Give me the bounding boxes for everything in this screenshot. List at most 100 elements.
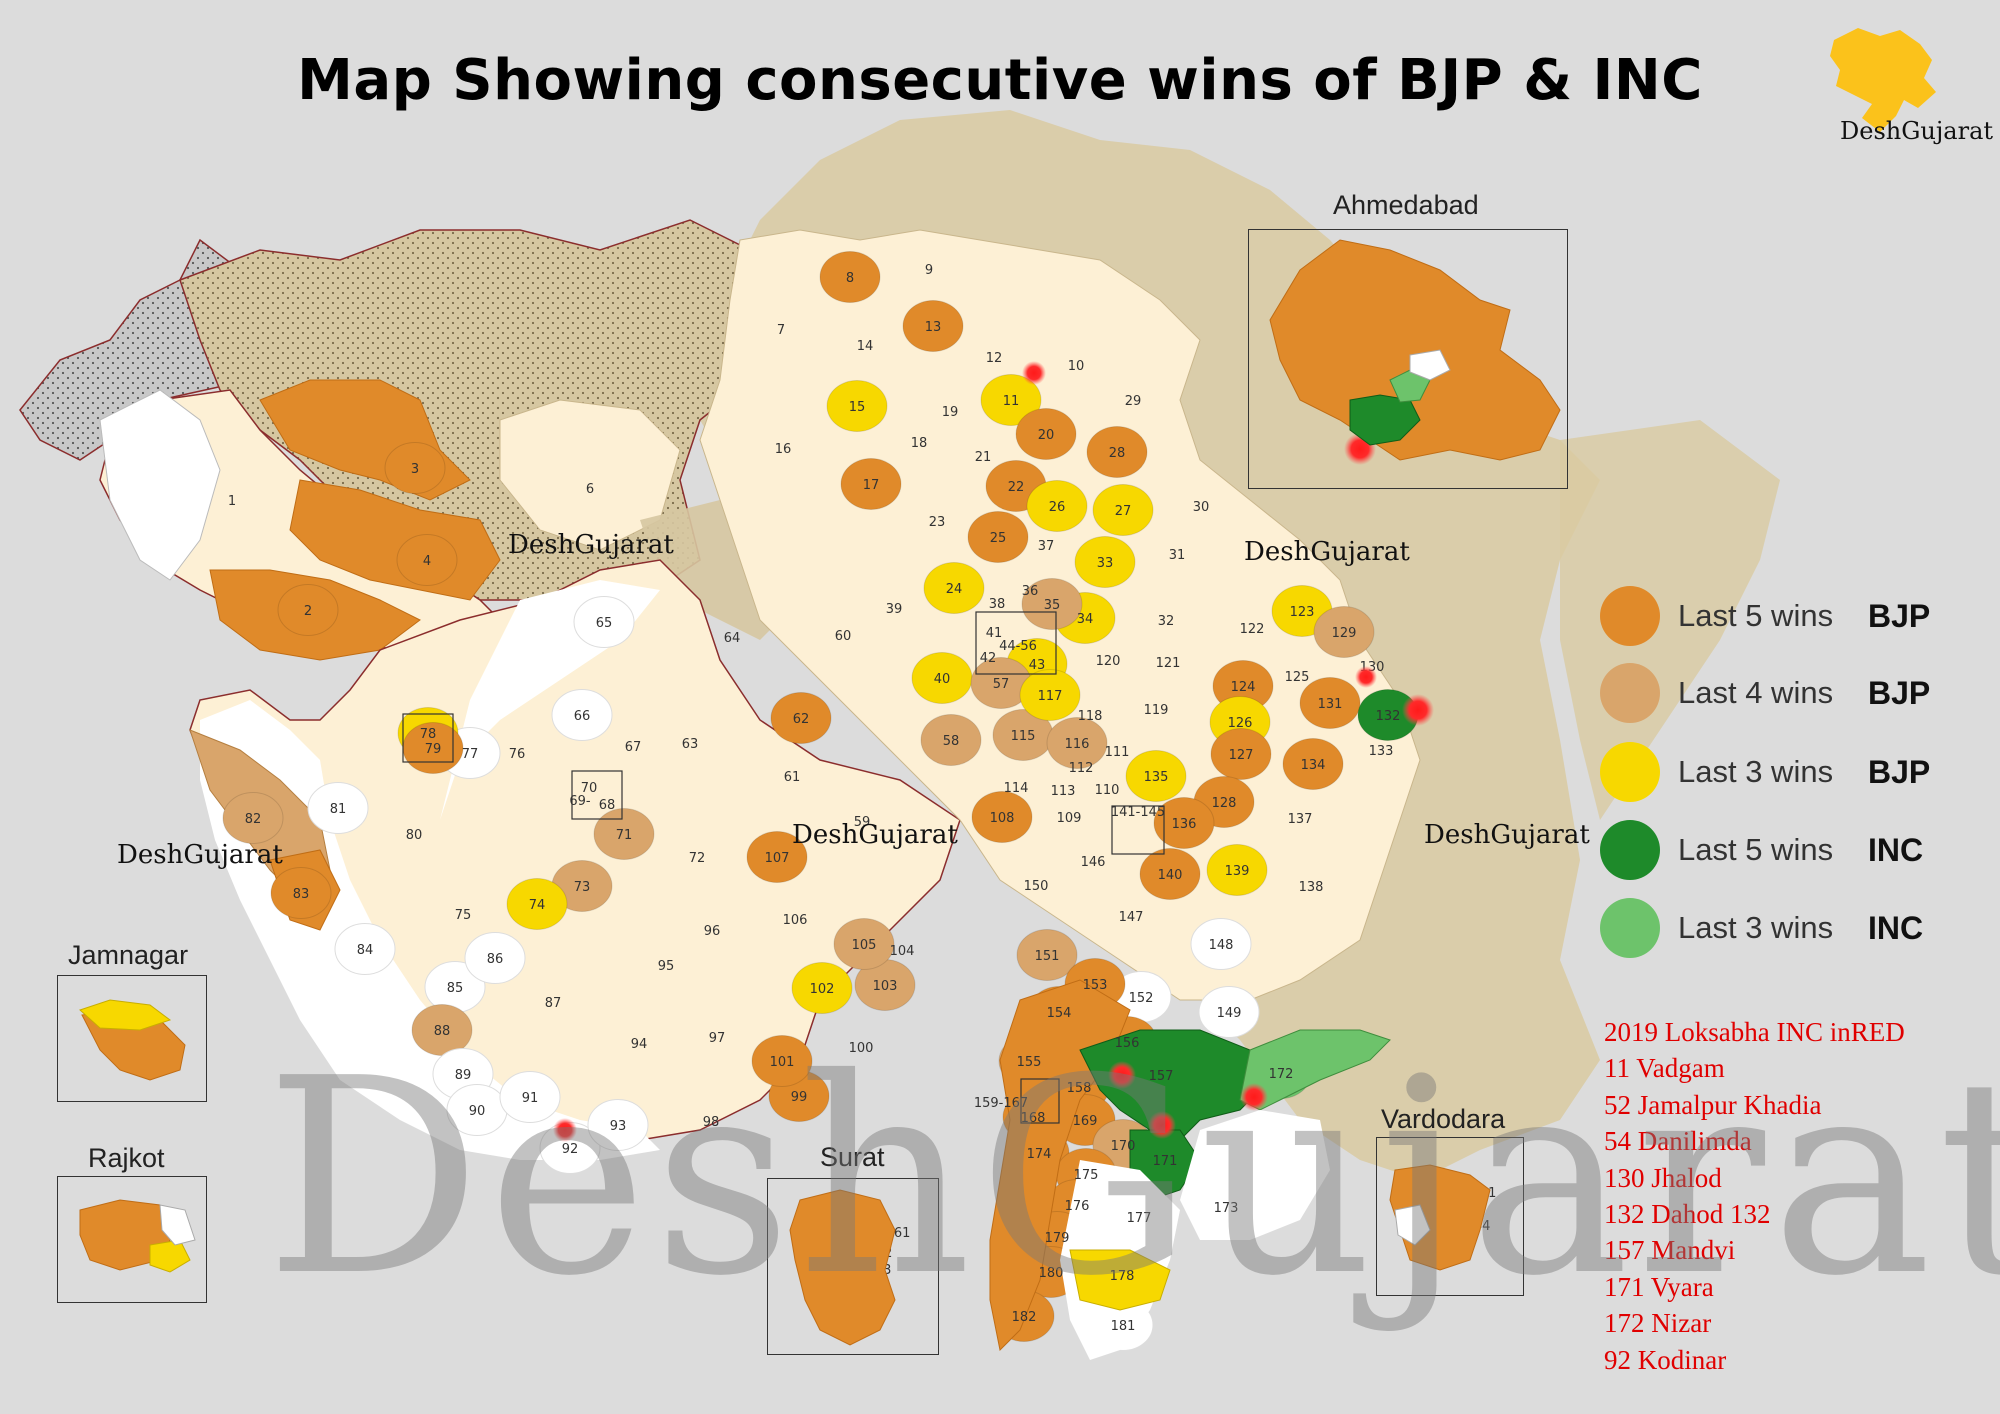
constituency-number-123: 123: [1290, 605, 1315, 620]
constituency-number-79: 79: [425, 742, 442, 757]
legend-item: Last 3 wins BJP: [1600, 740, 1930, 804]
constituency-135: [1125, 750, 1187, 802]
constituency-number-117: 117: [1038, 689, 1063, 704]
legend-label: Last 3 wins: [1678, 910, 1834, 945]
legend-swatch: [1600, 742, 1660, 802]
constituency-number-81: 81: [330, 802, 347, 817]
constituency-number-109: 109: [1057, 811, 1082, 826]
legend-label: Last 4 wins: [1678, 675, 1834, 710]
constituency-number-27: 27: [1115, 504, 1132, 519]
constituency-140: [1139, 848, 1201, 900]
constituency-number-21: 21: [975, 450, 992, 465]
constituency-number-137: 137: [1288, 812, 1313, 827]
legend-party: BJP: [1868, 674, 1931, 711]
inset-frame-jamnagar: [57, 975, 207, 1102]
south-white-173: [1180, 1110, 1330, 1240]
constituency-4: [396, 534, 458, 586]
constituency-82: [222, 792, 284, 844]
constituency-number-4: 4: [423, 554, 431, 569]
constituency-number-98: 98: [703, 1115, 720, 1130]
red-marker-172: [1240, 1083, 1268, 1111]
constituency-number-67: 67: [625, 740, 642, 755]
constituency-number-171: 171: [1153, 1154, 1178, 1169]
constituency-number-131: 131: [1318, 697, 1343, 712]
marker-box-41-57: [975, 611, 1057, 675]
constituency-3: [384, 442, 446, 494]
constituency-number-19: 19: [942, 405, 959, 420]
constituency-number-104: 104: [890, 944, 915, 959]
constituency-number-124: 124: [1231, 680, 1256, 695]
constituency-number-40: 40: [934, 672, 951, 687]
constituency-number-155: 155: [1017, 1055, 1042, 1070]
map-label-center: DeshGujarat: [792, 820, 958, 850]
constituency-number-175: 175: [1074, 1168, 1099, 1183]
constituency-number-74: 74: [529, 898, 546, 913]
constituency-number-118: 118: [1078, 709, 1103, 724]
constituency-number-42: 42: [980, 651, 997, 666]
inset-title-ahmedabad: Ahmedabad: [1333, 190, 1479, 220]
constituency-number-86: 86: [487, 952, 504, 967]
constituency-105: [833, 918, 895, 970]
constituency-number-38: 38: [989, 597, 1006, 612]
red-list-item: 172 Nizar: [1604, 1308, 1712, 1339]
constituency-number-107: 107: [765, 851, 790, 866]
constituency-number-88: 88: [434, 1024, 451, 1039]
constituency-number-94: 94: [631, 1037, 648, 1052]
constituency-number-14: 14: [857, 339, 874, 354]
constituency-number-177: 177: [1127, 1211, 1152, 1226]
constituency-number-92: 92: [562, 1142, 579, 1157]
red-list-heading: 2019 Loksabha INC inRED: [1604, 1017, 1905, 1047]
constituency-number-82: 82: [245, 812, 262, 827]
loksabha-red-list: 2019 Loksabha INC inRED 11 Vadgam 52 Jam…: [1604, 1014, 1905, 1378]
constituency-136: [1153, 797, 1215, 849]
constituency-number-61: 61: [784, 770, 801, 785]
red-marker-157: [1108, 1061, 1136, 1089]
constituency-8: [819, 251, 881, 303]
constituency-number-110: 110: [1095, 783, 1120, 798]
jamnagar-inset-map: [79, 999, 186, 1081]
constituency-108: [971, 791, 1033, 843]
constituency-number-18: 18: [911, 436, 928, 451]
constituency-number-140: 140: [1158, 868, 1183, 883]
brand-text: DeshGujarat: [1840, 117, 1994, 145]
constituency-84: [334, 923, 396, 975]
marker-box-141-145: [1111, 805, 1165, 855]
constituency-number-132: 132: [1376, 709, 1401, 724]
constituency-11: [980, 374, 1042, 426]
constituency-number-69-: 69-: [569, 794, 591, 809]
constituency-number-153: 153: [1083, 978, 1108, 993]
constituency-number-34: 34: [1077, 612, 1094, 627]
red-list-item: 157 Mandvi: [1604, 1235, 1736, 1266]
constituency-number-180: 180: [1039, 1266, 1064, 1281]
inset-title-surat: Surat: [820, 1142, 885, 1172]
constituency-number-127: 127: [1229, 748, 1254, 763]
legend-item: Last 5 wins BJP: [1600, 584, 1930, 648]
constituency-number-174: 174: [1027, 1147, 1052, 1162]
constituency-129: [1313, 606, 1375, 658]
constituency-116: [1046, 717, 1108, 769]
constituency-number-141-145: 141-145: [1111, 805, 1165, 820]
constituency-number-12: 12: [986, 351, 1003, 366]
constituency-number-114: 114: [1004, 781, 1029, 796]
constituency-number-13: 13: [925, 320, 942, 335]
background-shadow-east: [1560, 420, 1780, 820]
constituency-number-72: 72: [689, 851, 706, 866]
constituency-number-102: 102: [810, 982, 835, 997]
constituency-33: [1074, 536, 1136, 588]
map-label-west: DeshGujarat: [117, 840, 283, 870]
constituency-number-65: 65: [596, 616, 613, 631]
constituency-number-139: 139: [1225, 864, 1250, 879]
constituency-number-60: 60: [835, 629, 852, 644]
inset-frame-vardodara: [1376, 1137, 1524, 1296]
constituency-151: [1016, 929, 1078, 981]
constituency-number-126: 126: [1228, 716, 1253, 731]
constituency-number-80: 80: [406, 828, 423, 843]
constituency-number-78: 78: [420, 727, 437, 742]
constituency-number-158: 158: [1067, 1081, 1092, 1096]
constituency-35: [1021, 578, 1083, 630]
constituency-number-103: 103: [873, 979, 898, 994]
rajkot-inset-map: [79, 1199, 196, 1273]
constituency-number-24: 24: [946, 582, 963, 597]
constituency-number-176: 176: [1065, 1199, 1090, 1214]
